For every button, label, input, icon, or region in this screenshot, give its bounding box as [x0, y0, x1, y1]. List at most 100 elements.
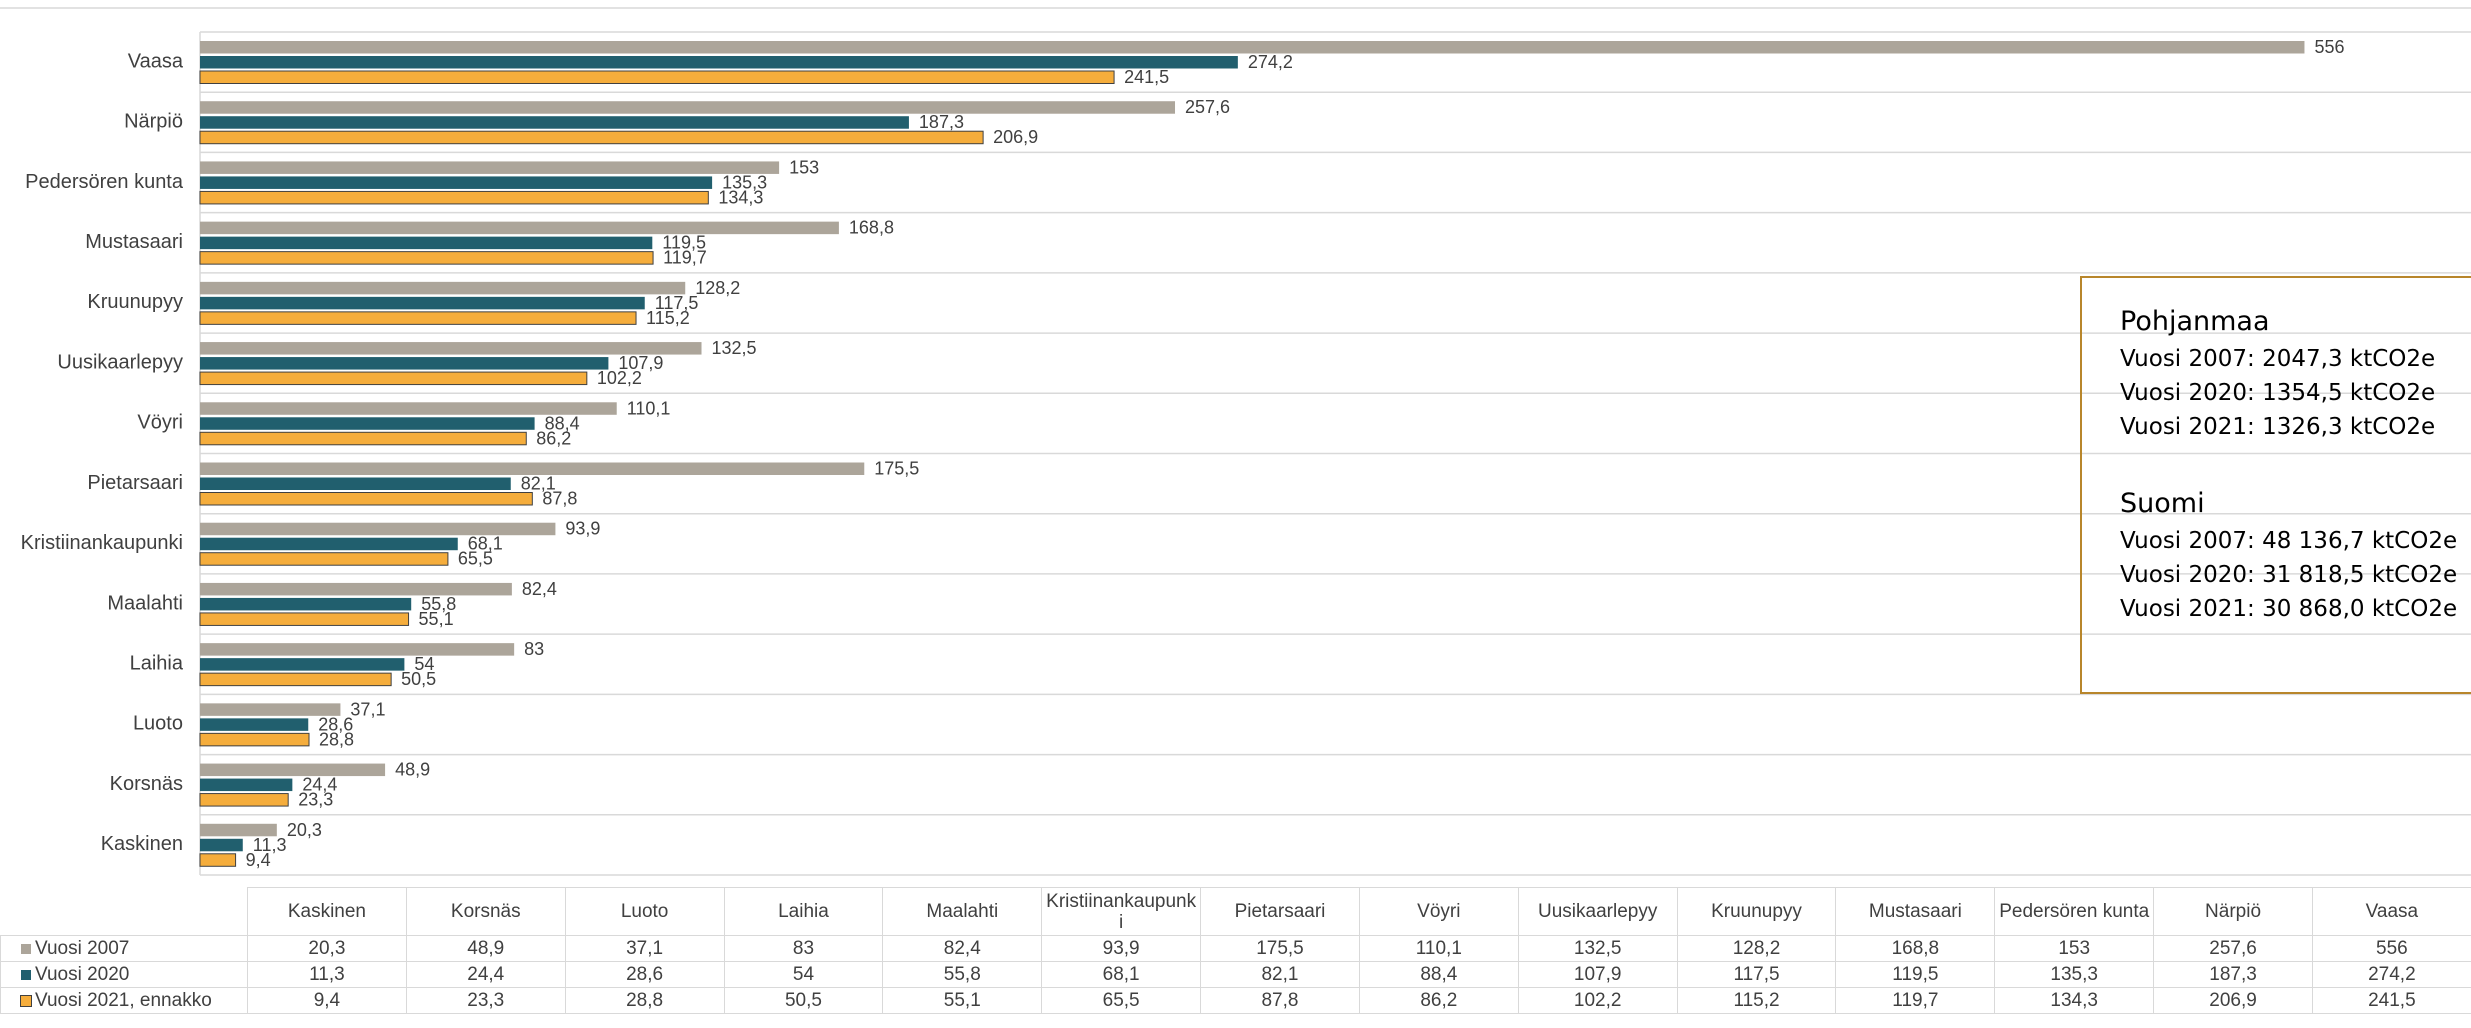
table-cell: 241,5	[2311, 987, 2471, 1014]
annotation-group: Suomi Vuosi 2007: 48 136,7 ktCO2e Vuosi 20…	[2120, 484, 2471, 626]
data-label: 102,2	[597, 368, 642, 388]
bar	[200, 221, 839, 235]
category-label: Korsnäs	[110, 773, 183, 795]
table-cell: 37,1	[564, 935, 725, 962]
table-header-cell: Luoto	[564, 887, 725, 936]
bar	[199, 431, 527, 446]
legend-cell: Vuosi 2021, ennakko	[0, 987, 248, 1014]
table-corner	[0, 887, 248, 936]
bar	[200, 778, 293, 792]
data-label: 54	[414, 654, 434, 674]
bar	[200, 582, 512, 596]
data-label: 132,5	[712, 338, 757, 358]
data-label: 48,9	[395, 760, 430, 780]
data-label: 175,5	[874, 459, 919, 479]
category-label: Laihia	[130, 653, 184, 675]
bar	[200, 718, 309, 731]
category-label: Pietarsaari	[87, 472, 183, 494]
data-label: 9,4	[246, 850, 271, 870]
table-cell: 24,4	[405, 961, 566, 988]
table-cell: 65,5	[1041, 987, 1202, 1014]
data-label: 110,1	[627, 398, 671, 418]
table-header-cell: Vaasa	[2311, 887, 2471, 936]
bar	[200, 41, 2305, 54]
table-cell: 9,4	[247, 987, 407, 1014]
data-label: 107,9	[618, 353, 663, 373]
bar	[200, 281, 686, 295]
bar	[199, 251, 654, 265]
table-cell: 153	[1994, 935, 2155, 962]
table-header-cell: Mustasaari	[1835, 887, 1996, 936]
table-row: Vuosi 2020 11,3 24,4 28,6 54 55,8 68,1 82,1 88,4…	[0, 961, 2471, 988]
legend-cell: Vuosi 2007	[0, 935, 248, 962]
data-label: 55,1	[419, 609, 454, 629]
table-header-cell: Uusikaarlepyy	[1517, 887, 1678, 936]
data-label: 241,5	[1124, 67, 1169, 87]
table-header-cell: Kaskinen	[247, 887, 407, 936]
bar	[200, 537, 458, 551]
table-cell: 54	[723, 961, 884, 988]
table-cell: 128,2	[1676, 935, 1837, 962]
data-label: 556	[2314, 37, 2344, 57]
category-label: Pedersören kunta	[25, 171, 184, 193]
table-cell: 23,3	[405, 987, 566, 1014]
table-cell: 28,8	[564, 987, 725, 1014]
data-label: 134,3	[718, 187, 763, 207]
annotation-line: Vuosi 2007: 2047,3 ktCO2e	[2120, 346, 2436, 372]
table-cell: 28,6	[564, 961, 725, 988]
annotation-line: Vuosi 2021: 1326,3 ktCO2e	[2120, 414, 2436, 440]
annotation-line: Vuosi 2007: 48 136,7 ktCO2e	[2120, 528, 2458, 554]
bar	[199, 793, 289, 807]
bar	[199, 130, 984, 145]
bar	[200, 56, 1238, 69]
data-label: 115,2	[646, 308, 690, 328]
bar	[200, 597, 412, 611]
data-label: 50,5	[401, 669, 436, 689]
bar	[200, 763, 386, 777]
data-label: 93,9	[565, 519, 600, 539]
data-label: 206,9	[993, 127, 1038, 147]
data-label: 24,4	[302, 775, 337, 795]
data-label: 68,1	[468, 534, 503, 554]
bar	[199, 672, 392, 687]
data-label: 187,3	[919, 112, 964, 132]
table-row: Vuosi 2021, ennakko 9,4 23,3 28,8 50,5 55,1 65…	[0, 987, 2471, 1014]
annotation-title: Pohjanmaa	[2120, 306, 2270, 337]
table-cell: 88,4	[1358, 961, 1519, 988]
bar	[200, 116, 909, 129]
category-label: Närpiö	[124, 111, 183, 133]
table-cell: 93,9	[1041, 935, 1202, 962]
table-header-cell: Kristiinankaupunki	[1041, 887, 1202, 936]
bar	[200, 522, 556, 536]
data-label: 153	[789, 157, 819, 177]
bar	[199, 190, 709, 205]
data-label: 119,5	[662, 233, 706, 253]
table-cell: 82,1	[1200, 961, 1360, 988]
category-label: Uusikaarlepyy	[57, 351, 183, 373]
legend-swatch	[21, 970, 31, 980]
data-table: Kaskinen Korsnäs Luoto Laihia Maalahti Kristi…	[0, 887, 2471, 1014]
bar	[199, 612, 410, 626]
legend-swatch	[20, 995, 32, 1007]
bar	[200, 417, 535, 430]
table-cell: 119,5	[1835, 961, 1996, 988]
data-label: 83	[524, 639, 544, 659]
data-label: 135,3	[722, 172, 767, 192]
bar	[200, 296, 645, 310]
category-label: Kruunupyy	[87, 291, 183, 313]
table-cell: 82,4	[882, 935, 1043, 962]
category-label: Maalahti	[107, 592, 183, 614]
table-cell: 175,5	[1200, 935, 1360, 962]
annotation-line: Vuosi 2021: 30 868,0 ktCO2e	[2120, 596, 2458, 622]
table-header-cell: Laihia	[723, 887, 884, 936]
table-header-cell: Maalahti	[882, 887, 1043, 936]
table-cell: 11,3	[247, 961, 407, 988]
data-label: 168,8	[849, 218, 894, 238]
bar	[199, 492, 533, 506]
bar	[200, 838, 243, 852]
table-cell: 556	[2311, 935, 2471, 962]
table-cell: 50,5	[723, 987, 884, 1014]
bar	[199, 70, 1115, 84]
bar	[199, 371, 588, 386]
table-header-cell: Pietarsaari	[1200, 887, 1360, 936]
